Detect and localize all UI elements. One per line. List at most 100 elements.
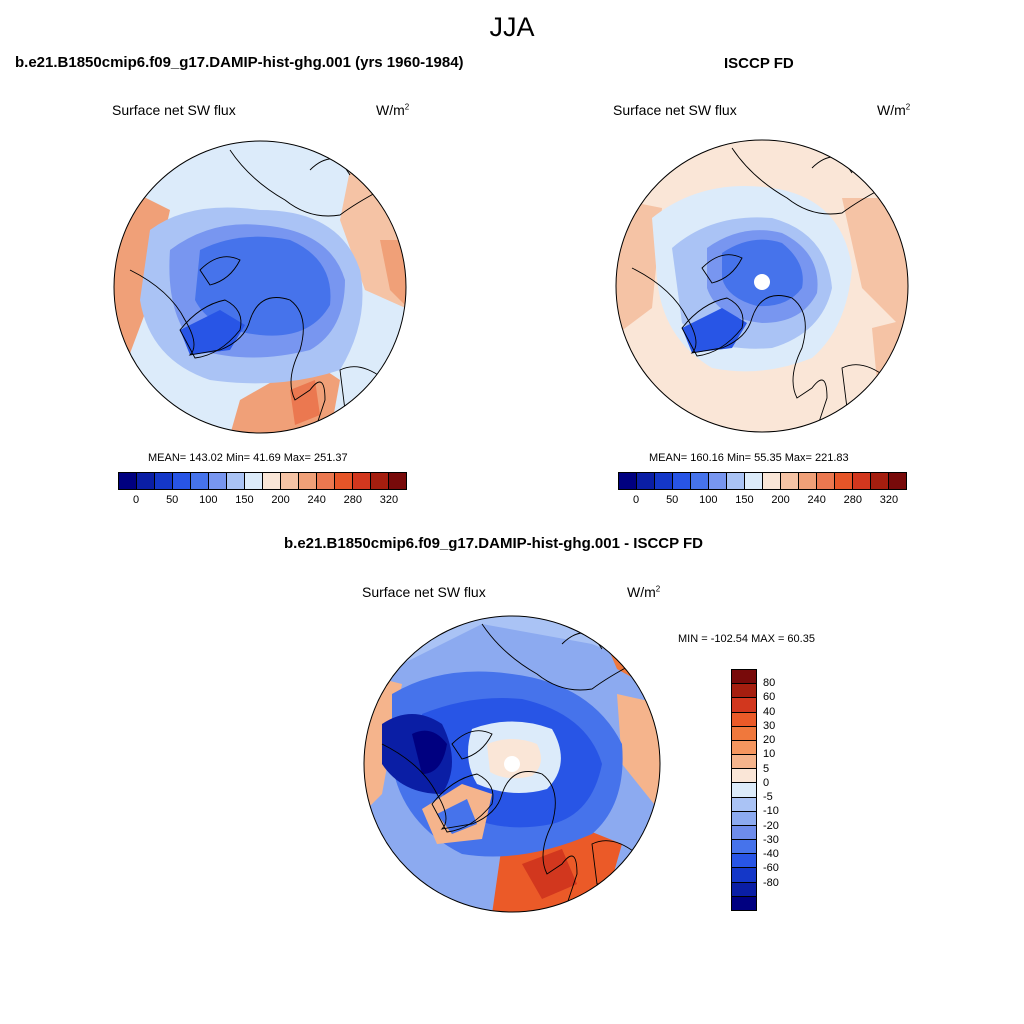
colorbar-swatch bbox=[709, 473, 727, 489]
panel3-title: b.e21.B1850cmip6.f09_g17.DAMIP-hist-ghg.… bbox=[284, 535, 704, 552]
panel2-unit: W/m2 bbox=[877, 102, 911, 118]
colorbar-tick-label: 100 bbox=[199, 494, 218, 506]
colorbar-tick-label: 240 bbox=[807, 494, 826, 506]
colorbar-tick-label: 280 bbox=[843, 494, 862, 506]
panel1-colorbar-ticks: 0 50 100 150 200 240 280 320 bbox=[118, 494, 407, 508]
colorbar-swatch bbox=[281, 473, 299, 489]
colorbar-tick-label: 280 bbox=[343, 494, 362, 506]
colorbar-tick-label: 200 bbox=[771, 494, 790, 506]
colorbar-level-label: -80 bbox=[763, 876, 779, 889]
colorbar-swatch bbox=[763, 473, 781, 489]
colorbar-swatch bbox=[732, 811, 756, 826]
colorbar-swatch bbox=[732, 670, 756, 685]
colorbar-tick-label: 0 bbox=[133, 494, 140, 506]
panel3-colorbar-labels: 80 60 40 30 20 10 5 0 -5 -10 -20 -30 -40 -60 -80 bbox=[763, 669, 803, 911]
panel1-stats: MEAN= 143.02 Min= 41.69 Max= 251.37 bbox=[148, 452, 348, 464]
colorbar-swatch bbox=[732, 854, 756, 869]
colorbar-swatch bbox=[227, 473, 245, 489]
colorbar-swatch bbox=[732, 712, 756, 727]
colorbar-swatch bbox=[732, 769, 756, 784]
colorbar-level-label: 0 bbox=[763, 776, 770, 789]
colorbar-tick-label: 50 bbox=[166, 494, 179, 506]
panel2-title: ISCCP FD bbox=[724, 55, 794, 72]
colorbar-tick-label: 100 bbox=[699, 494, 718, 506]
colorbar-swatch bbox=[889, 473, 906, 489]
panel2-variable: Surface net SW flux bbox=[613, 102, 737, 118]
colorbar-swatch bbox=[299, 473, 317, 489]
colorbar-swatch bbox=[691, 473, 709, 489]
panel2-colorbar bbox=[618, 472, 907, 490]
colorbar-level-label: 60 bbox=[763, 691, 776, 704]
panel3-stats: MIN = -102.54 MAX = 60.35 bbox=[678, 633, 815, 645]
colorbar-swatch bbox=[263, 473, 281, 489]
colorbar-swatch bbox=[732, 755, 756, 770]
colorbar-level-label: 30 bbox=[763, 719, 776, 732]
colorbar-swatch bbox=[655, 473, 673, 489]
colorbar-swatch bbox=[619, 473, 637, 489]
colorbar-swatch bbox=[335, 473, 353, 489]
panel1-variable: Surface net SW flux bbox=[112, 102, 236, 118]
colorbar-swatch bbox=[389, 473, 406, 489]
colorbar-swatch bbox=[732, 868, 756, 883]
panel1-title: b.e21.B1850cmip6.f09_g17.DAMIP-hist-ghg.… bbox=[15, 54, 464, 71]
colorbar-level-label: -30 bbox=[763, 833, 779, 846]
colorbar-level-label: 40 bbox=[763, 705, 776, 718]
colorbar-level-label: -5 bbox=[763, 791, 773, 804]
season-title: JJA bbox=[489, 12, 535, 42]
colorbar-swatch bbox=[732, 783, 756, 798]
colorbar-swatch bbox=[732, 797, 756, 812]
colorbar-swatch bbox=[155, 473, 173, 489]
colorbar-level-label: -40 bbox=[763, 848, 779, 861]
colorbar-tick-label: 200 bbox=[271, 494, 290, 506]
panel2-colorbar-ticks: 0 50 100 150 200 240 280 320 bbox=[618, 494, 907, 508]
colorbar-swatch bbox=[835, 473, 853, 489]
colorbar-swatch bbox=[317, 473, 335, 489]
colorbar-level-label: 20 bbox=[763, 734, 776, 747]
colorbar-swatch bbox=[119, 473, 137, 489]
colorbar-swatch bbox=[209, 473, 227, 489]
colorbar-level-label: -20 bbox=[763, 819, 779, 832]
colorbar-tick-label: 240 bbox=[307, 494, 326, 506]
colorbar-swatch bbox=[732, 698, 756, 713]
colorbar-level-label: -10 bbox=[763, 805, 779, 818]
colorbar-tick-label: 150 bbox=[235, 494, 254, 506]
panel2-stats: MEAN= 160.16 Min= 55.35 Max= 221.83 bbox=[649, 452, 849, 464]
panel3-unit: W/m2 bbox=[627, 584, 661, 600]
colorbar-swatch bbox=[853, 473, 871, 489]
colorbar-swatch bbox=[732, 882, 756, 897]
colorbar-level-label: 10 bbox=[763, 748, 776, 761]
colorbar-swatch bbox=[727, 473, 745, 489]
colorbar-tick-label: 50 bbox=[666, 494, 679, 506]
colorbar-tick-label: 150 bbox=[735, 494, 754, 506]
colorbar-swatch bbox=[732, 684, 756, 699]
colorbar-swatch bbox=[353, 473, 371, 489]
colorbar-swatch bbox=[245, 473, 263, 489]
colorbar-swatch bbox=[817, 473, 835, 489]
colorbar-level-label: 80 bbox=[763, 677, 776, 690]
colorbar-swatch bbox=[732, 825, 756, 841]
panel1-colorbar bbox=[118, 472, 407, 490]
colorbar-level-label: 5 bbox=[763, 762, 770, 775]
colorbar-swatch bbox=[732, 726, 756, 741]
colorbar-swatch bbox=[871, 473, 889, 489]
colorbar-swatch bbox=[781, 473, 799, 489]
panel1-polar-map bbox=[113, 140, 407, 434]
colorbar-swatch bbox=[637, 473, 655, 489]
colorbar-tick-label: 320 bbox=[379, 494, 399, 506]
colorbar-swatch bbox=[732, 840, 756, 855]
colorbar-swatch bbox=[732, 896, 756, 910]
colorbar-swatch bbox=[799, 473, 817, 489]
colorbar-swatch bbox=[191, 473, 209, 489]
panel3-variable: Surface net SW flux bbox=[362, 584, 486, 600]
colorbar-swatch bbox=[732, 740, 756, 756]
colorbar-level-label: -60 bbox=[763, 862, 779, 875]
colorbar-swatch bbox=[745, 473, 763, 489]
panel3-colorbar bbox=[731, 669, 757, 911]
colorbar-tick-label: 320 bbox=[879, 494, 899, 506]
colorbar-swatch bbox=[673, 473, 691, 489]
colorbar-tick-label: 0 bbox=[633, 494, 640, 506]
colorbar-swatch bbox=[137, 473, 155, 489]
colorbar-swatch bbox=[173, 473, 191, 489]
colorbar-swatch bbox=[371, 473, 389, 489]
panel2-polar-map bbox=[615, 139, 909, 433]
